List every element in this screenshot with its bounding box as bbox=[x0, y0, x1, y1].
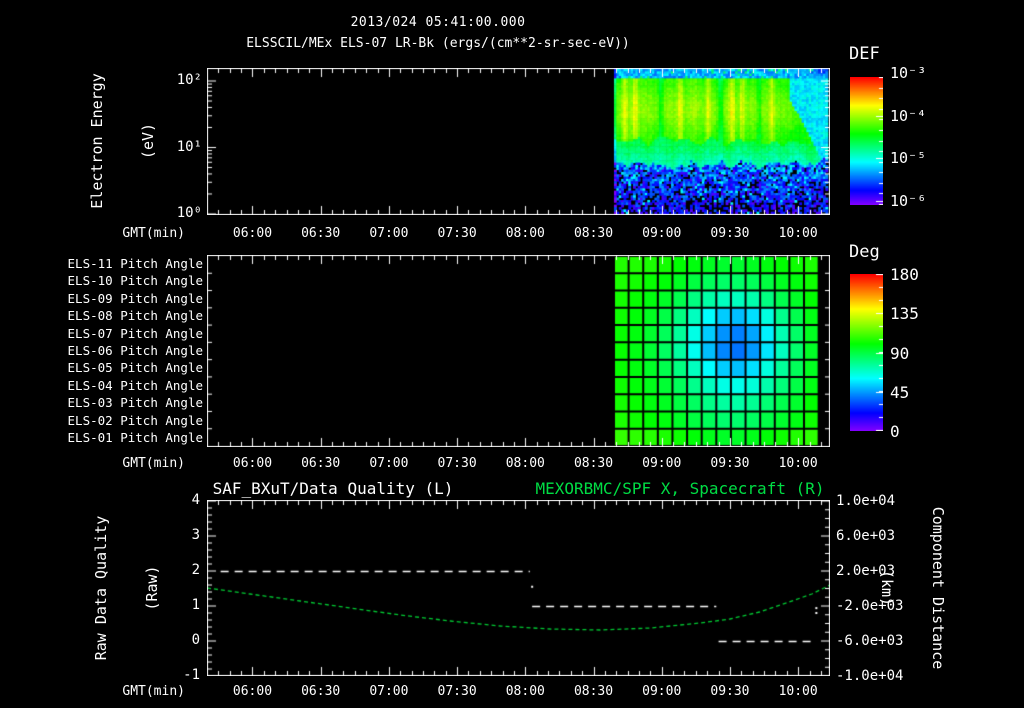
deg-colorbar-title: Deg bbox=[849, 242, 880, 262]
energy-tick-2: 10⁰ bbox=[176, 205, 202, 221]
quality-axis-label-line2: (Raw) bbox=[143, 565, 161, 611]
distance-tick-0: 1.0e+04 bbox=[836, 493, 896, 509]
distance-tick-5: -1.0e+04 bbox=[836, 668, 904, 684]
quality-tick-0: 0 bbox=[191, 632, 200, 648]
def-cb-tick-0: 10⁻³ bbox=[890, 64, 927, 82]
bottom-right-title: MEXORBMC/SPF X, Spacecraft (R) bbox=[535, 479, 825, 498]
quality-tick--1: -1 bbox=[183, 667, 200, 683]
deg-cb-tick-135: 135 bbox=[890, 304, 919, 324]
quality-axis-label: Raw Data Quality (Raw) bbox=[59, 503, 161, 673]
deg-cb-tick-90: 90 bbox=[890, 343, 910, 363]
distance-tick-3: -2.0e+03 bbox=[836, 598, 904, 614]
pitch-row-label-els-07: ELS-07 Pitch Angle bbox=[67, 325, 203, 341]
gmt-label-bottom: GMT(min) bbox=[122, 684, 185, 699]
time-tick-bottom-0900: 09:00 bbox=[642, 684, 682, 699]
time-tick-middle-0830: 08:30 bbox=[573, 456, 614, 471]
distance-tick-4: -6.0e+03 bbox=[836, 633, 904, 649]
def-cb-tick-3: 10⁻⁶ bbox=[890, 192, 927, 210]
time-tick-top-0900: 09:00 bbox=[642, 226, 682, 241]
quality-tick-1: 1 bbox=[191, 597, 200, 613]
pitch-row-label-els-01: ELS-01 Pitch Angle bbox=[67, 430, 203, 446]
time-tick-top-0600: 06:00 bbox=[232, 226, 273, 241]
plot-datetime: 2013/024 05:41:00.000 bbox=[350, 15, 526, 30]
time-tick-bottom-0830: 08:30 bbox=[573, 684, 614, 699]
time-tick-top-0930: 09:30 bbox=[710, 226, 750, 241]
deg-cb-tick-45: 45 bbox=[890, 382, 910, 402]
time-tick-middle-1000: 10:00 bbox=[778, 456, 818, 471]
def-colorbar-title: DEF bbox=[849, 44, 880, 64]
distance-axis-label-line2: (km) bbox=[878, 569, 896, 607]
time-tick-top-0700: 07:00 bbox=[369, 226, 409, 241]
time-tick-top-0830: 08:30 bbox=[573, 226, 614, 241]
pitch-row-label-els-09: ELS-09 Pitch Angle bbox=[67, 290, 203, 306]
time-tick-middle-0930: 09:30 bbox=[710, 456, 750, 471]
energy-tick-1: 10¹ bbox=[176, 138, 202, 155]
time-tick-bottom-0630: 06:30 bbox=[301, 684, 341, 699]
distance-axis-label: Component Distance (km) bbox=[878, 493, 980, 683]
pitch-angle-heatmap bbox=[207, 255, 830, 447]
pitch-row-label-els-08: ELS-08 Pitch Angle bbox=[67, 308, 203, 324]
def-cb-tick-2: 10⁻⁵ bbox=[890, 149, 927, 168]
quality-tick-3: 3 bbox=[191, 527, 200, 543]
pitch-row-label-els-10: ELS-10 Pitch Angle bbox=[67, 273, 203, 289]
pitch-row-label-els-04: ELS-04 Pitch Angle bbox=[67, 377, 203, 393]
distance-tick-1: 6.0e+03 bbox=[836, 528, 896, 544]
quality-distance-plot bbox=[207, 500, 830, 676]
deg-cb-tick-0: 0 bbox=[890, 422, 900, 441]
def-cb-tick-1: 10⁻⁴ bbox=[890, 106, 927, 125]
energy-axis-label-line1: Electron Energy bbox=[88, 73, 106, 209]
time-tick-top-0800: 08:00 bbox=[505, 226, 545, 241]
plot-title: ELSSCIL/MEx ELS-07 LR-Bk (ergs/(cm**2-sr… bbox=[246, 36, 630, 51]
deg-colorbar bbox=[850, 274, 883, 431]
bottom-left-title: SAF_BXuT/Data Quality (L) bbox=[212, 479, 454, 498]
pitch-row-label-els-03: ELS-03 Pitch Angle bbox=[67, 395, 203, 411]
pitch-row-label-els-11: ELS-11 Pitch Angle bbox=[67, 255, 203, 271]
time-tick-bottom-0930: 09:30 bbox=[710, 684, 750, 699]
time-tick-bottom-0600: 06:00 bbox=[232, 684, 273, 699]
time-tick-top-1000: 10:00 bbox=[778, 226, 818, 241]
time-tick-middle-0700: 07:00 bbox=[369, 456, 409, 471]
time-tick-middle-0730: 07:30 bbox=[437, 456, 477, 471]
distance-tick-2: 2.0e+03 bbox=[836, 563, 896, 579]
pitch-row-label-els-05: ELS-05 Pitch Angle bbox=[67, 360, 203, 376]
energy-axis-label: Electron Energy (eV) bbox=[55, 61, 157, 221]
energy-tick-0: 10² bbox=[176, 72, 202, 88]
time-tick-bottom-0730: 07:30 bbox=[437, 684, 477, 699]
deg-cb-tick-180: 180 bbox=[890, 265, 919, 284]
distance-axis-label-line1: Component Distance bbox=[929, 506, 947, 670]
time-tick-bottom-1000: 10:00 bbox=[778, 684, 818, 699]
time-tick-middle-0800: 08:00 bbox=[505, 456, 545, 471]
energy-axis-label-line2: (eV) bbox=[139, 122, 157, 160]
time-tick-middle-0600: 06:00 bbox=[232, 456, 273, 471]
time-tick-bottom-0800: 08:00 bbox=[505, 684, 545, 699]
quality-axis-label-line1: Raw Data Quality bbox=[92, 515, 110, 661]
pitch-row-label-els-06: ELS-06 Pitch Angle bbox=[67, 343, 203, 358]
gmt-label-top: GMT(min) bbox=[122, 226, 185, 241]
time-tick-middle-0900: 09:00 bbox=[642, 456, 682, 471]
time-tick-middle-0630: 06:30 bbox=[301, 456, 341, 471]
def-colorbar bbox=[850, 77, 883, 205]
time-tick-top-0730: 07:30 bbox=[437, 226, 477, 241]
quality-tick-2: 2 bbox=[191, 562, 200, 578]
pitch-row-label-els-02: ELS-02 Pitch Angle bbox=[67, 412, 203, 428]
electron-energy-spectrogram bbox=[207, 68, 830, 215]
time-tick-bottom-0700: 07:00 bbox=[369, 684, 409, 699]
quality-tick-4: 4 bbox=[191, 492, 200, 508]
time-tick-top-0630: 06:30 bbox=[301, 226, 341, 241]
gmt-label-middle: GMT(min) bbox=[122, 456, 185, 471]
